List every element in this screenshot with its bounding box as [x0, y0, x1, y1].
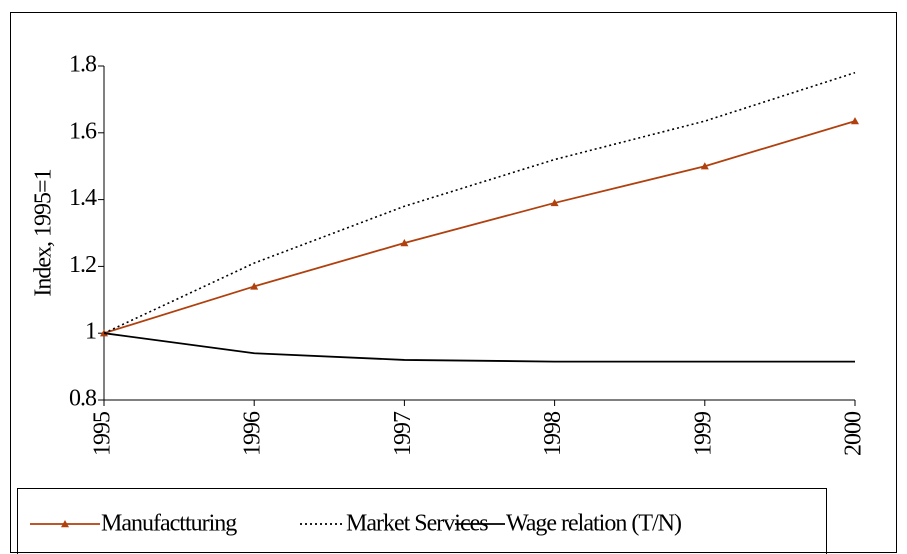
series-line — [103, 71, 856, 334]
x-tick-label: 1996 — [240, 411, 266, 456]
x-tick-label: 1997 — [390, 411, 416, 456]
y-tick-label: 0.8 — [69, 386, 97, 412]
y-tick-label: 1.6 — [69, 118, 97, 144]
y-tick-label: 1.4 — [69, 185, 97, 211]
y-tick-label: 1.8 — [69, 52, 97, 78]
y-axis-label: Index, 1995=1 — [31, 169, 57, 296]
chart-border — [10, 12, 897, 553]
legend-label: Wage relation (T/N) — [506, 511, 681, 537]
x-tick-label: 1998 — [540, 411, 566, 456]
legend-box — [17, 488, 827, 554]
data-point — [250, 282, 259, 290]
x-tick-label: 1999 — [690, 411, 716, 456]
y-tick-label: 1.2 — [69, 252, 96, 278]
series-line — [103, 120, 856, 335]
x-tick-label: 1995 — [90, 411, 116, 456]
series-line — [103, 332, 855, 363]
legend-marker — [61, 520, 69, 528]
data-point — [400, 239, 409, 247]
data-point — [550, 198, 559, 207]
x-tick-label: 2000 — [841, 411, 867, 456]
legend-label: Manufactturing — [101, 511, 237, 537]
data-point — [700, 162, 709, 170]
data-point — [851, 117, 859, 125]
y-tick-label: 1 — [85, 319, 96, 345]
